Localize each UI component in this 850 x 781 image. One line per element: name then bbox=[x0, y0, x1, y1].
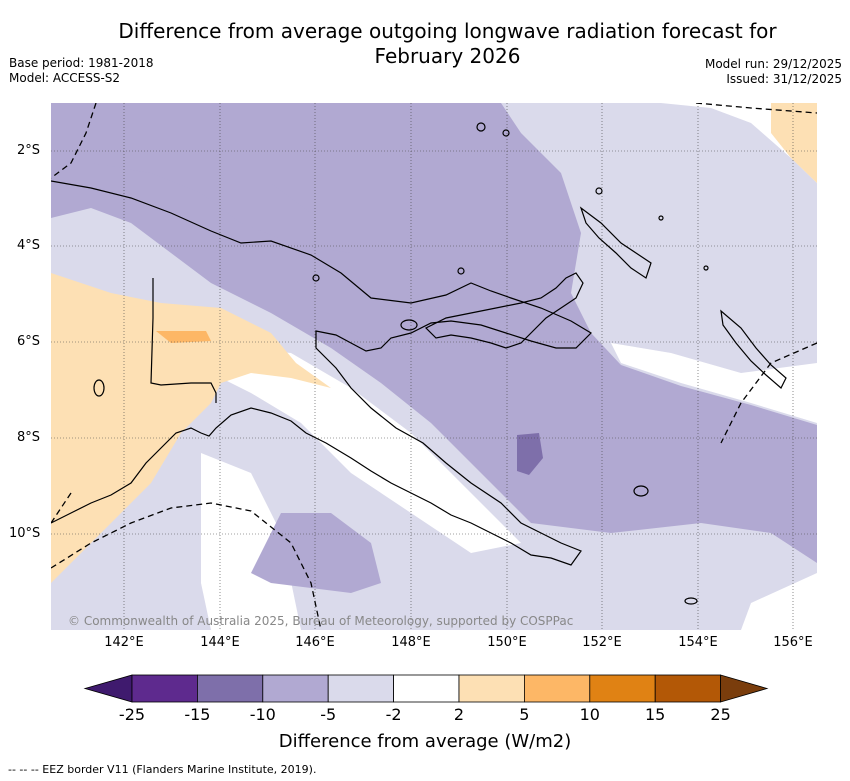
colorbar-arrow-low bbox=[83, 674, 133, 703]
colorbar-segment bbox=[131, 674, 198, 703]
olr-region-light-orange-west bbox=[51, 273, 331, 583]
coastlines bbox=[51, 122, 787, 605]
issued-date: Issued: 31/12/2025 bbox=[726, 72, 842, 86]
colorbar-segment bbox=[262, 674, 329, 703]
model-name: Model: ACCESS-S2 bbox=[9, 71, 121, 85]
map-title: Difference from average outgoing longwav… bbox=[0, 19, 850, 69]
olr-region-neutral-southeast bbox=[741, 573, 817, 630]
colorbar-title: Difference from average (W/m2) bbox=[278, 731, 572, 752]
olr-region-neutral-center bbox=[201, 343, 521, 553]
colorbar-segment bbox=[458, 674, 525, 703]
olr-region-neutral-south bbox=[201, 453, 301, 630]
eez-legend-note: -- -- -- EEZ border V11 (Flanders Marine… bbox=[8, 763, 317, 776]
olr-region-mid-purple-south bbox=[251, 513, 381, 593]
colorbar-tick-label: -2 bbox=[385, 705, 402, 724]
lat-label-10s: 10°S bbox=[9, 526, 41, 541]
meta-right: Model run: 29/12/2025 Issued: 31/12/2025 bbox=[705, 57, 842, 87]
lon-label-156e: 156°E bbox=[773, 635, 813, 650]
new-guinea-coast bbox=[51, 180, 592, 566]
colorbar-tick-label: 25 bbox=[710, 705, 731, 724]
olr-region-mid-purple-north bbox=[51, 103, 391, 253]
new-britain-coast bbox=[424, 272, 584, 349]
colorbar-segment bbox=[196, 674, 264, 703]
olr-region-neutral-east-band bbox=[611, 343, 817, 423]
lat-label-8s: 8°S bbox=[17, 430, 41, 445]
colorbar-arrow-high bbox=[720, 674, 769, 703]
colorbar-tick-label: -15 bbox=[184, 705, 211, 724]
olr-region-mid-orange bbox=[156, 331, 211, 343]
lat-label-4s: 4°S bbox=[17, 238, 41, 253]
map-svg bbox=[51, 103, 817, 630]
lat-label-6s: 6°S bbox=[17, 334, 41, 349]
olr-region-dark-purple bbox=[517, 433, 543, 475]
title-line-2: February 2026 bbox=[374, 44, 521, 68]
title-line-1: Difference from average outgoing longwav… bbox=[118, 19, 777, 43]
colorbar-tick-label: 10 bbox=[579, 705, 600, 724]
eez-borders bbox=[51, 103, 817, 630]
colorbar-segment bbox=[524, 674, 591, 703]
png-border bbox=[150, 278, 217, 403]
olr-region-light-orange-east bbox=[771, 103, 817, 183]
colorbar-tick-label: -10 bbox=[249, 705, 276, 724]
colorbar-segment bbox=[393, 674, 460, 703]
colorbar-segment bbox=[327, 674, 395, 703]
lat-label-2s: 2°S bbox=[17, 143, 41, 158]
colorbar-tick-label: 15 bbox=[645, 705, 666, 724]
colorbar-tick-label: 2 bbox=[453, 705, 465, 724]
colorbar-tick-label: -25 bbox=[118, 705, 146, 724]
base-period: Base period: 1981-2018 bbox=[9, 56, 154, 70]
lon-label-150e: 150°E bbox=[487, 635, 527, 650]
colorbar bbox=[83, 674, 769, 703]
lon-label-152e: 152°E bbox=[582, 635, 622, 650]
lon-label-146e: 146°E bbox=[295, 635, 335, 650]
colorbar-tick-label: -5 bbox=[320, 705, 337, 724]
new-ireland-coast bbox=[579, 206, 652, 279]
lon-label-154e: 154°E bbox=[678, 635, 718, 650]
attribution: © Commonwealth of Australia 2025, Bureau… bbox=[68, 614, 574, 628]
lon-label-148e: 148°E bbox=[391, 635, 431, 650]
lon-label-142e: 142°E bbox=[104, 635, 144, 650]
meta-left: Base period: 1981-2018 Model: ACCESS-S2 bbox=[9, 56, 154, 86]
colorbar-tick-label: 5 bbox=[519, 705, 530, 724]
lon-label-144e: 144°E bbox=[200, 635, 240, 650]
map-panel bbox=[51, 103, 817, 630]
colorbar-segment bbox=[589, 674, 656, 703]
bougainville-coast bbox=[720, 309, 787, 389]
model-run: Model run: 29/12/2025 bbox=[704, 57, 842, 71]
colorbar-segment bbox=[654, 674, 722, 703]
